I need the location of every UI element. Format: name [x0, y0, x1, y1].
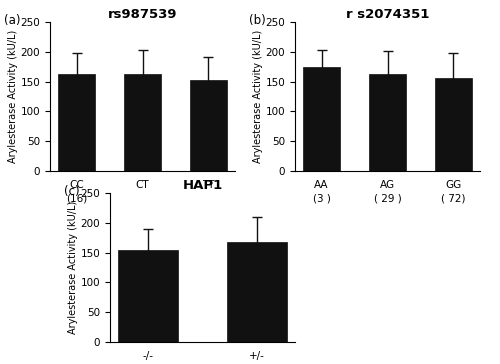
- Bar: [227, 242, 286, 342]
- Bar: [118, 250, 178, 342]
- Bar: [370, 74, 406, 171]
- Title: HAP1: HAP1: [182, 179, 222, 192]
- Bar: [124, 74, 160, 171]
- Text: (a): (a): [4, 15, 20, 27]
- Title: r s2074351: r s2074351: [346, 8, 429, 21]
- Text: (c): (c): [64, 185, 80, 198]
- Bar: [304, 67, 340, 171]
- Bar: [436, 78, 472, 171]
- Title: rs987539: rs987539: [108, 8, 177, 21]
- Y-axis label: Arylesterase Activity (kU/L): Arylesterase Activity (kU/L): [253, 30, 263, 163]
- Y-axis label: Arylesterase Activity (kU/L): Arylesterase Activity (kU/L): [68, 201, 78, 334]
- Text: (b): (b): [249, 15, 266, 27]
- Bar: [190, 80, 226, 171]
- Bar: [58, 74, 94, 171]
- Y-axis label: Arylesterase Activity (kU/L): Arylesterase Activity (kU/L): [8, 30, 18, 163]
